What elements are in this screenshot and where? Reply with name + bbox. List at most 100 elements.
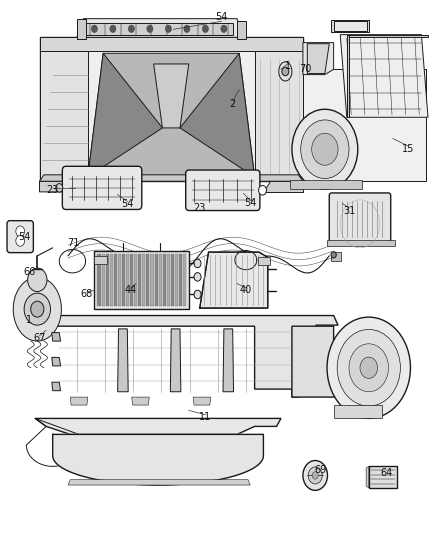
- Bar: [174, 254, 177, 306]
- Circle shape: [258, 185, 266, 195]
- Circle shape: [194, 259, 201, 268]
- Text: 64: 64: [379, 469, 392, 478]
- Circle shape: [56, 183, 63, 192]
- Text: 68: 68: [80, 289, 92, 299]
- Bar: [205, 182, 215, 188]
- Bar: [97, 254, 100, 306]
- FancyBboxPatch shape: [185, 170, 259, 211]
- Circle shape: [110, 25, 116, 33]
- Polygon shape: [153, 64, 188, 128]
- Polygon shape: [199, 252, 267, 308]
- Bar: [122, 254, 125, 306]
- Text: 1: 1: [25, 315, 32, 325]
- Bar: [162, 254, 166, 306]
- Text: 70: 70: [298, 64, 311, 74]
- Circle shape: [146, 25, 152, 33]
- Text: 23: 23: [193, 203, 205, 213]
- Polygon shape: [333, 21, 366, 31]
- Bar: [326, 240, 394, 246]
- Text: 40: 40: [239, 285, 251, 295]
- Polygon shape: [339, 35, 427, 117]
- Bar: [134, 254, 137, 306]
- Bar: [142, 254, 145, 306]
- Bar: [166, 254, 170, 306]
- Polygon shape: [57, 316, 333, 321]
- Bar: [94, 251, 188, 309]
- Circle shape: [194, 273, 201, 281]
- Text: 54: 54: [244, 198, 256, 207]
- Bar: [101, 254, 104, 306]
- Circle shape: [128, 25, 134, 33]
- Bar: [130, 254, 133, 306]
- Bar: [110, 254, 113, 306]
- Circle shape: [16, 226, 25, 237]
- Text: 71: 71: [67, 238, 80, 247]
- Polygon shape: [39, 51, 88, 181]
- Text: 54: 54: [18, 232, 30, 241]
- Circle shape: [220, 25, 226, 33]
- Polygon shape: [39, 37, 302, 51]
- Circle shape: [330, 252, 336, 258]
- Polygon shape: [170, 329, 180, 392]
- Bar: [289, 180, 361, 189]
- Polygon shape: [68, 480, 250, 485]
- Polygon shape: [53, 434, 263, 485]
- Polygon shape: [88, 53, 162, 177]
- Bar: [71, 182, 82, 188]
- Circle shape: [311, 133, 337, 165]
- Polygon shape: [254, 51, 302, 181]
- Polygon shape: [307, 44, 328, 74]
- Text: 69: 69: [314, 465, 326, 475]
- Polygon shape: [302, 69, 425, 181]
- Text: 31: 31: [342, 206, 354, 215]
- Circle shape: [302, 461, 327, 490]
- Circle shape: [348, 344, 388, 392]
- Circle shape: [307, 467, 321, 484]
- Polygon shape: [117, 329, 128, 392]
- Polygon shape: [333, 405, 381, 418]
- Circle shape: [24, 293, 50, 325]
- Text: 15: 15: [401, 144, 413, 154]
- Bar: [154, 254, 157, 306]
- Polygon shape: [35, 418, 280, 434]
- Polygon shape: [263, 181, 302, 192]
- Circle shape: [91, 25, 97, 33]
- Circle shape: [281, 67, 288, 76]
- Polygon shape: [39, 181, 70, 192]
- Bar: [258, 257, 269, 265]
- Polygon shape: [193, 397, 210, 405]
- Bar: [146, 254, 149, 306]
- Polygon shape: [52, 333, 60, 341]
- Polygon shape: [302, 43, 333, 75]
- Polygon shape: [13, 277, 61, 341]
- Bar: [150, 254, 153, 306]
- Bar: [138, 254, 141, 306]
- Text: 67: 67: [33, 333, 46, 343]
- Polygon shape: [291, 326, 342, 397]
- Polygon shape: [365, 466, 368, 488]
- Circle shape: [336, 329, 399, 406]
- Polygon shape: [57, 316, 337, 397]
- Text: 54: 54: [121, 199, 133, 208]
- Text: 2: 2: [229, 99, 235, 109]
- Polygon shape: [131, 397, 149, 405]
- Polygon shape: [77, 19, 85, 39]
- Polygon shape: [39, 37, 302, 181]
- Text: 44: 44: [124, 285, 137, 295]
- Text: 23: 23: [46, 185, 59, 195]
- Bar: [117, 254, 120, 306]
- FancyBboxPatch shape: [328, 193, 390, 244]
- FancyBboxPatch shape: [62, 166, 141, 209]
- Polygon shape: [331, 20, 368, 32]
- Polygon shape: [77, 19, 243, 37]
- Text: 1: 1: [284, 61, 290, 71]
- Bar: [331, 252, 340, 261]
- FancyBboxPatch shape: [7, 221, 33, 253]
- Circle shape: [194, 290, 201, 298]
- Text: 66: 66: [24, 267, 36, 277]
- Circle shape: [28, 268, 47, 292]
- Circle shape: [16, 236, 25, 246]
- Bar: [183, 254, 186, 306]
- Polygon shape: [88, 53, 254, 177]
- Bar: [94, 256, 106, 264]
